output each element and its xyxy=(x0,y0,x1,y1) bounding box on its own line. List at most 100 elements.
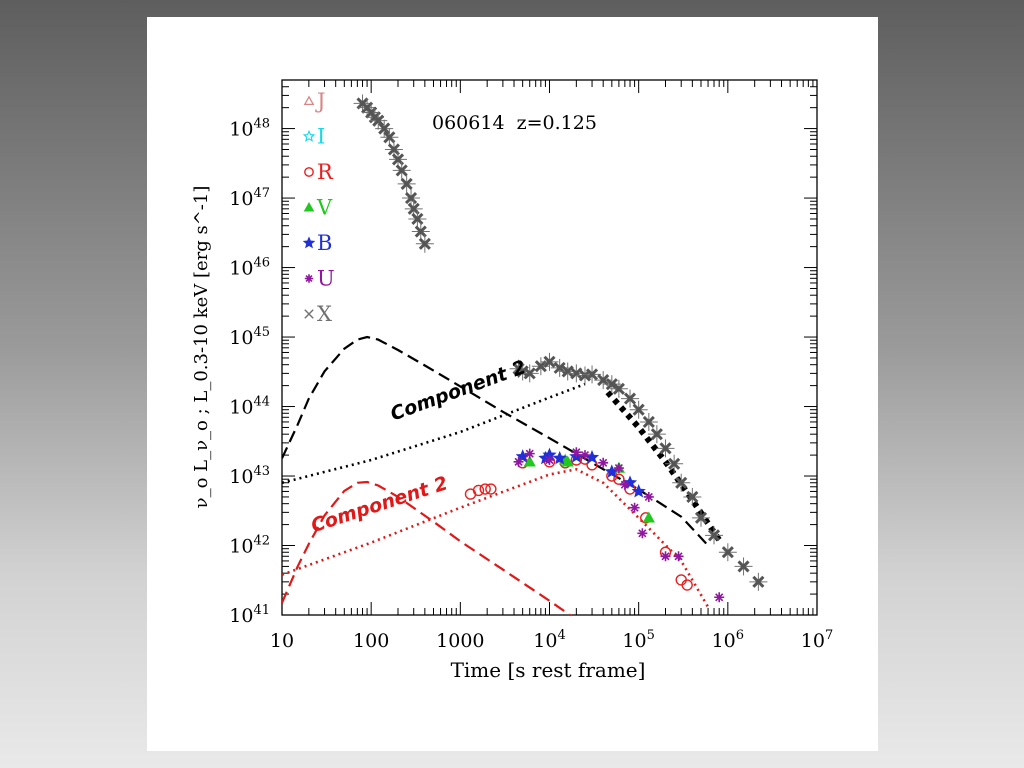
legend-marker xyxy=(303,95,315,106)
x-tick-labels: 10 100 1000 104 105 106 107 xyxy=(270,628,833,652)
data-point-u xyxy=(714,592,725,603)
data-point-r xyxy=(472,484,485,497)
data-point-x xyxy=(629,400,648,419)
y-tick-label: 1045 xyxy=(229,325,270,349)
data-point-r xyxy=(479,483,491,495)
data-point-v xyxy=(561,455,574,467)
data-points xyxy=(353,94,768,603)
data-point-b xyxy=(552,450,567,465)
x-tick-label: 107 xyxy=(801,628,833,652)
y-tick-label: 1044 xyxy=(229,395,270,419)
model-curve-dashed xyxy=(282,335,709,547)
y-tick-label: 1047 xyxy=(229,186,270,210)
data-point-v xyxy=(642,511,655,523)
legend-marker xyxy=(302,236,316,249)
component-label: Component 2 xyxy=(308,472,450,537)
legend-label: R xyxy=(317,160,334,184)
x-tick-label: 105 xyxy=(622,628,654,652)
data-point-x xyxy=(683,487,702,506)
y-tick-labels: 1041 1042 1043 1044 1045 1046 1047 1048 xyxy=(229,117,270,627)
data-point-x xyxy=(609,379,628,398)
legend-entry-u: U xyxy=(304,267,335,291)
legend-entry-b: B xyxy=(302,231,332,255)
data-point-u xyxy=(629,502,640,513)
legend-marker xyxy=(304,309,314,319)
data-point-u xyxy=(660,551,671,562)
data-point-u xyxy=(579,450,590,461)
x-axis-label: Time [s rest frame] xyxy=(451,658,646,682)
data-point-x xyxy=(397,174,416,193)
data-point-b xyxy=(515,449,530,463)
data-point-x xyxy=(665,454,684,473)
model-curve-dotted xyxy=(282,382,586,485)
data-point-x xyxy=(718,543,737,562)
legend-marker xyxy=(303,201,315,212)
data-point-x xyxy=(375,119,394,138)
data-point-x xyxy=(583,365,602,384)
legend-marker xyxy=(304,274,314,283)
x-tick-label: 104 xyxy=(533,628,565,652)
data-point-b xyxy=(622,475,638,489)
legend-entry-r: R xyxy=(304,160,334,184)
legend-entry-i: I xyxy=(302,125,325,149)
legend-marker xyxy=(302,129,316,142)
data-point-u xyxy=(571,447,582,458)
data-point-x xyxy=(531,357,550,376)
data-point-u xyxy=(544,455,555,466)
data-point-x xyxy=(415,234,434,253)
y-tick-label: 1042 xyxy=(229,534,270,558)
data-point-x xyxy=(404,199,423,218)
data-point-u xyxy=(613,463,624,474)
data-point-x xyxy=(392,161,411,180)
data-point-x xyxy=(411,222,430,241)
data-point-u xyxy=(673,551,684,562)
y-tick-label: 1043 xyxy=(229,464,270,488)
plot-frame xyxy=(281,79,818,616)
data-point-x xyxy=(672,473,691,492)
data-point-x xyxy=(691,508,710,527)
data-point-r xyxy=(485,483,497,495)
legend-entry-v: V xyxy=(303,196,333,220)
data-point-r xyxy=(681,579,693,591)
legend-marker xyxy=(304,167,314,177)
data-point-x xyxy=(647,425,666,444)
y-axis-label: ν_o L_ν_o ; L_0.3-10 keV [erg s^-1] xyxy=(191,186,212,509)
legend-label: I xyxy=(317,125,325,149)
data-point-u xyxy=(524,448,535,459)
data-point-u xyxy=(619,479,630,490)
data-point-x xyxy=(639,412,658,431)
data-point-x xyxy=(408,209,427,228)
legend-label: X xyxy=(317,302,332,326)
y-tick-label: 1041 xyxy=(229,603,270,627)
data-point-x xyxy=(749,572,768,591)
x-tick-label: 10 xyxy=(270,630,294,652)
y-tick-label: 1048 xyxy=(229,117,270,141)
legend-label: J xyxy=(315,89,325,113)
data-point-x xyxy=(540,352,559,371)
legend-label: B xyxy=(317,231,332,255)
data-point-v xyxy=(523,455,536,467)
data-point-r xyxy=(613,473,625,485)
slide-page: 10 100 1000 104 105 106 107 1041 1042 1043 1044 10… xyxy=(147,17,878,751)
y-tick-label: 1046 xyxy=(229,256,270,280)
x-tick-label: 1000 xyxy=(436,630,484,652)
data-point-u xyxy=(643,491,654,502)
model-curve-dotted xyxy=(282,467,710,608)
data-point-x xyxy=(602,375,621,394)
data-point-b xyxy=(631,483,646,498)
x-tick-label: 100 xyxy=(353,630,389,652)
data-point-x xyxy=(705,526,724,545)
data-point-x xyxy=(520,364,539,383)
chart: 10 100 1000 104 105 106 107 104110421043104410… xyxy=(191,79,833,682)
model-curve-dashed xyxy=(282,480,572,615)
chart-title: 060614 z=0.125 xyxy=(432,112,597,134)
data-point-x xyxy=(380,128,399,147)
legend-label: V xyxy=(316,196,333,220)
data-point-u xyxy=(637,528,648,539)
data-point-u xyxy=(598,457,609,468)
x-tick-label: 106 xyxy=(712,628,744,652)
data-point-x xyxy=(734,557,753,576)
data-point-u xyxy=(513,456,524,467)
